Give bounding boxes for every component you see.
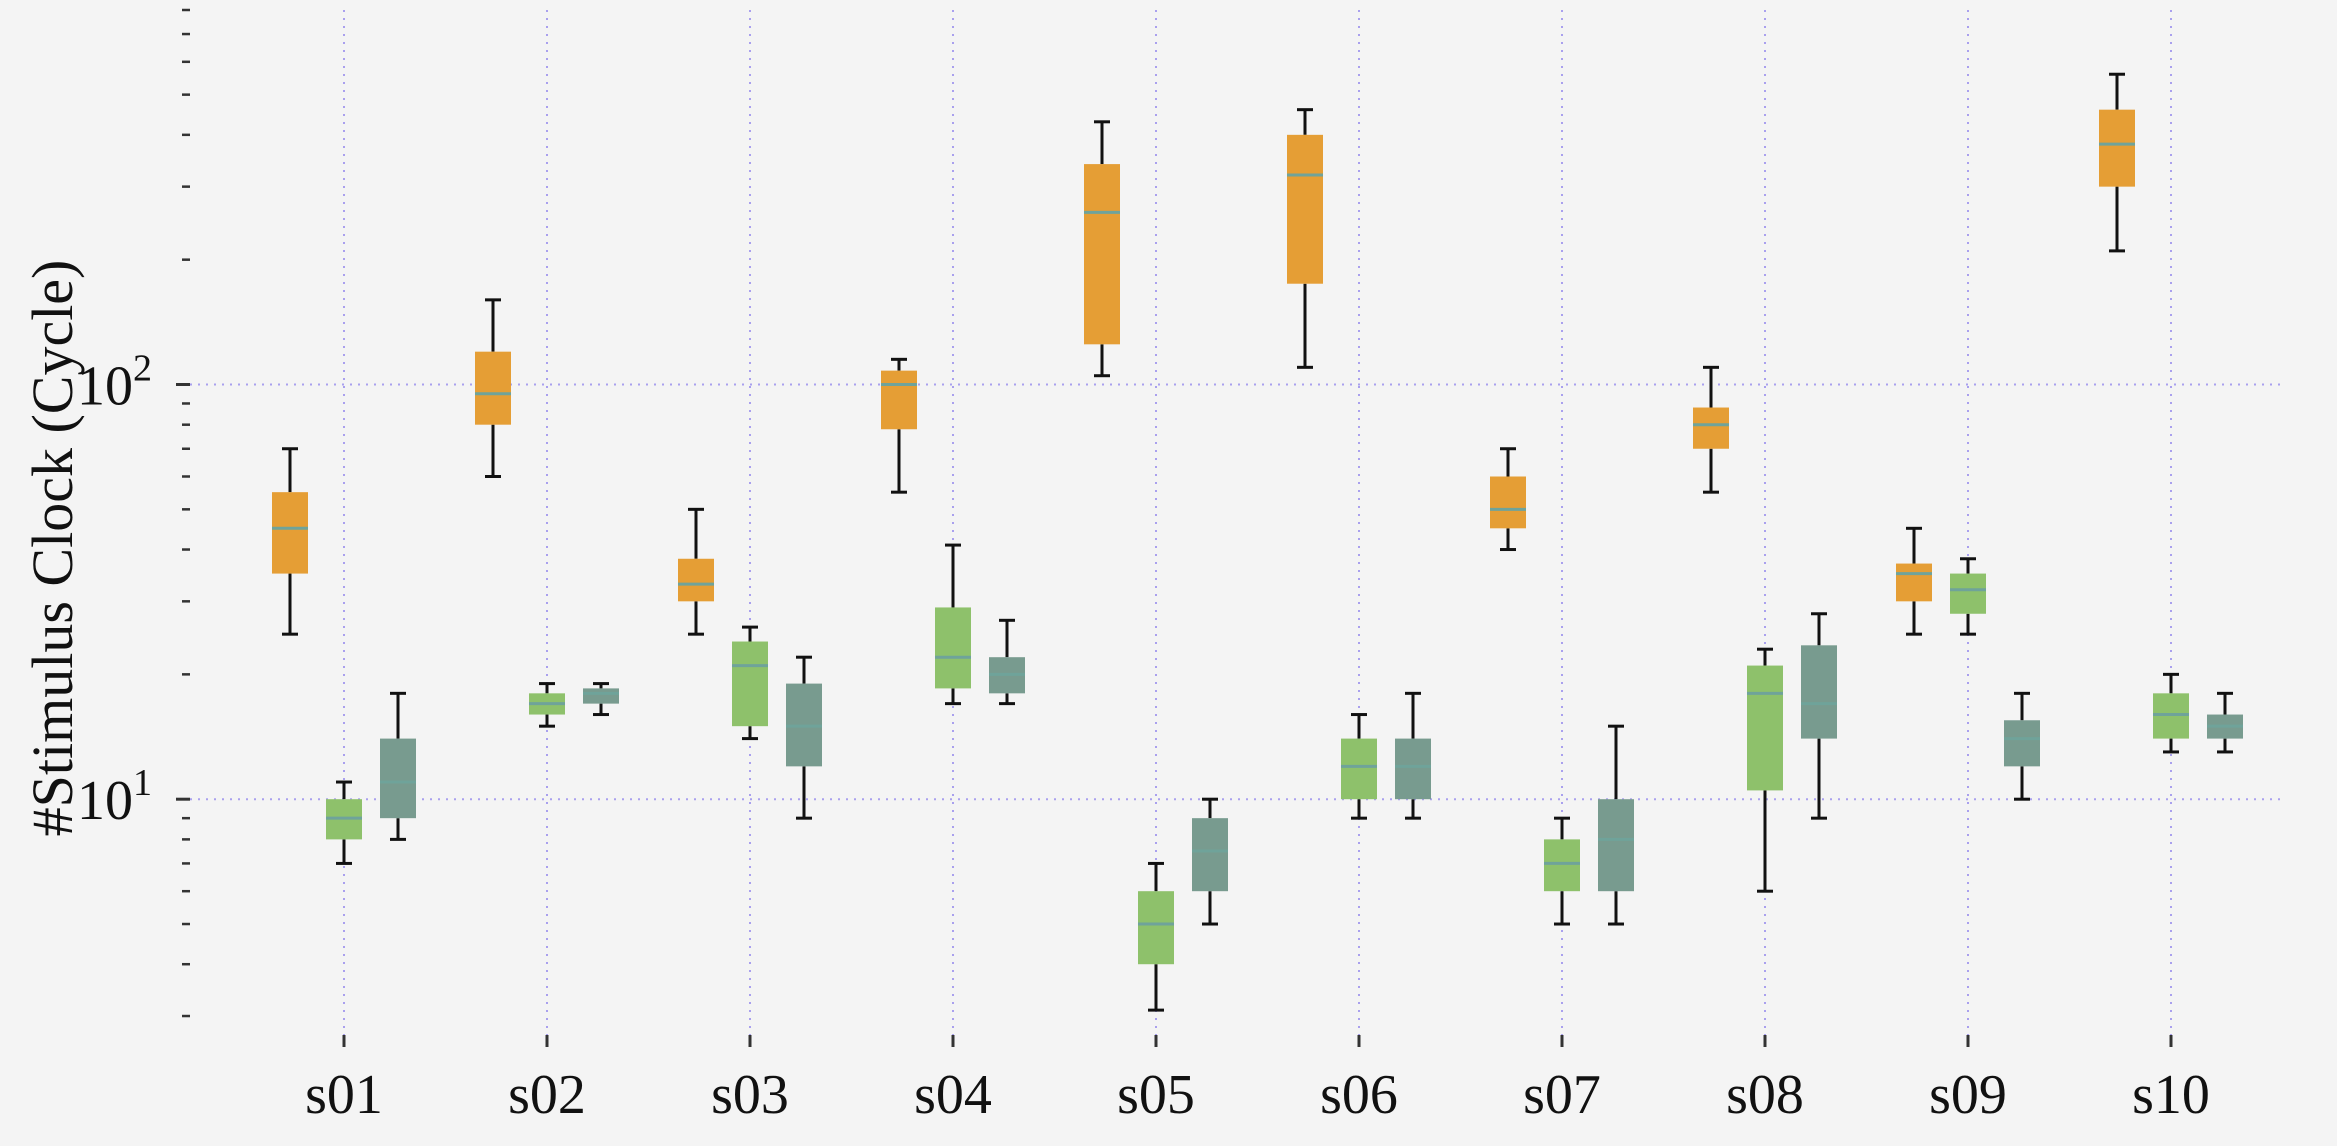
box-body: [1395, 738, 1431, 800]
box-plot: [678, 507, 714, 636]
box-body: [583, 688, 619, 704]
box-plot: [1084, 120, 1120, 378]
box-plot: [380, 691, 416, 841]
box-plot: [1693, 365, 1729, 494]
box-plot: [2099, 72, 2135, 253]
x-tick-label: s09: [1929, 1064, 2007, 1126]
box-plot: [1395, 691, 1431, 820]
x-tick-label: s04: [914, 1064, 992, 1126]
box-plot: [529, 682, 565, 728]
box-body: [1598, 799, 1634, 892]
x-tick-label: s06: [1320, 1064, 1398, 1126]
box-plot: [583, 682, 619, 717]
x-tick-label: s02: [508, 1064, 586, 1126]
y-tick-label: 102: [77, 348, 152, 418]
box-body: [1544, 839, 1580, 892]
y-tick-label: 101: [77, 762, 152, 832]
box-plot: [1544, 816, 1580, 926]
box-body: [2099, 109, 2135, 187]
box-body: [1341, 738, 1377, 800]
box-plot: [935, 543, 971, 706]
x-tick-label: s03: [711, 1064, 789, 1126]
box-plot: [1287, 108, 1323, 369]
box-plot: [1896, 526, 1932, 636]
box-body: [272, 492, 308, 574]
box-body: [1896, 563, 1932, 602]
box-plot: [475, 298, 511, 479]
x-tick-label: s01: [305, 1064, 383, 1126]
box-body: [1138, 891, 1174, 965]
box-plot: [326, 780, 362, 865]
x-tick-label: s07: [1523, 1064, 1601, 1126]
box-series: [272, 72, 2243, 1012]
box-plot: [1192, 797, 1228, 926]
box-plot: [786, 655, 822, 820]
box-body: [1490, 476, 1526, 529]
box-body: [1801, 645, 1837, 739]
x-tick-label: s08: [1726, 1064, 1804, 1126]
box-body: [881, 370, 917, 430]
box-body: [1192, 818, 1228, 892]
x-tick-label: s10: [2132, 1064, 2210, 1126]
box-plot: [989, 618, 1025, 706]
box-plot: [1747, 647, 1783, 893]
box-plot: [1138, 861, 1174, 1012]
y-axis: 101 102: [77, 8, 190, 1018]
x-tick-label: s05: [1117, 1064, 1195, 1126]
box-body: [678, 558, 714, 602]
box-plot: [1801, 612, 1837, 820]
y-axis-label: #Stimulus Clock (Cycle): [20, 260, 85, 837]
box-plot: [2153, 672, 2189, 754]
box-plot: [881, 357, 917, 494]
box-body: [1693, 407, 1729, 449]
grid-lines: [190, 10, 2280, 1035]
box-body: [935, 607, 971, 689]
box-plot: [732, 625, 768, 741]
box-plot: [2207, 691, 2243, 754]
box-plot: [272, 447, 308, 636]
box-plot: [2004, 691, 2040, 801]
box-plot: [1490, 447, 1526, 552]
box-plot: [1341, 713, 1377, 820]
box-plot: [1598, 724, 1634, 926]
box-body: [1084, 164, 1120, 345]
box-body: [732, 641, 768, 727]
box-body: [2004, 720, 2040, 767]
box-body: [380, 738, 416, 819]
box-body: [1747, 665, 1783, 791]
box-body: [1287, 134, 1323, 284]
x-axis-tick-labels: s01 s02 s03 s04 s05 s06 s07 s08 s09 s10: [305, 1035, 2210, 1126]
box-plot: [1950, 557, 1986, 636]
box-body: [1950, 573, 1986, 614]
box-body: [475, 351, 511, 425]
